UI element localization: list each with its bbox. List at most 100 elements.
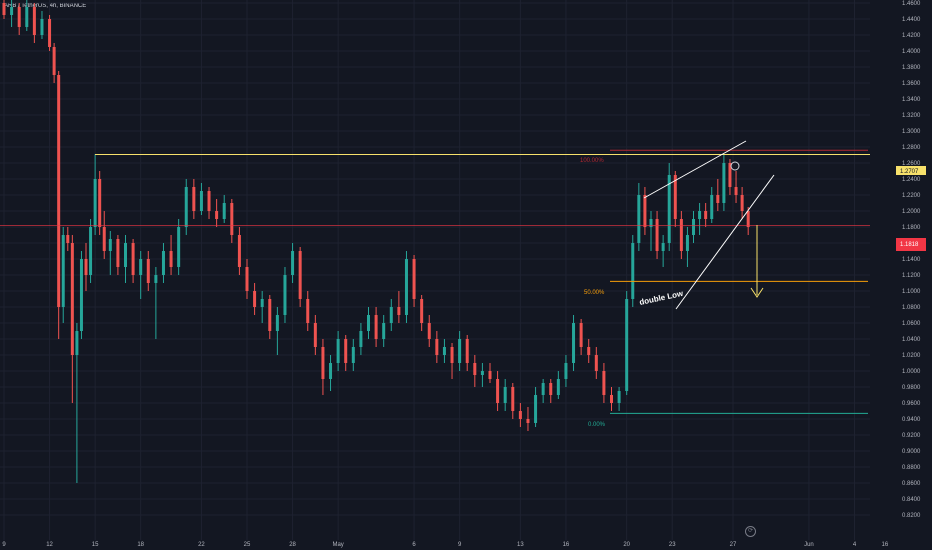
candle-body — [89, 227, 93, 275]
symbol-header: ARB / TetherUS, 4h, BINANCE — [4, 3, 87, 9]
candle-body — [496, 379, 500, 403]
time-tick-label: May — [332, 542, 343, 548]
candle-body — [655, 219, 659, 251]
time-tick-label: 9 — [2, 542, 6, 548]
candle-body — [93, 179, 97, 227]
candle-body — [260, 299, 264, 307]
lower-trend-line[interactable] — [675, 174, 775, 310]
candle-body — [108, 239, 112, 251]
candle-body — [146, 259, 150, 283]
price-tick-label: 0.9200 — [902, 433, 921, 439]
candle-body — [313, 323, 317, 347]
time-tick-label: 22 — [198, 542, 205, 548]
candle-body — [488, 371, 492, 379]
candle-body — [154, 275, 158, 283]
candle-body — [420, 299, 424, 323]
candle-body — [283, 275, 287, 315]
candle-body — [79, 259, 83, 331]
price-tick-label: 1.3600 — [902, 81, 921, 87]
price-tick-label: 1.1200 — [902, 273, 921, 279]
candle-body — [564, 363, 568, 379]
candle-body — [10, 7, 14, 15]
down-arrow-head[interactable] — [750, 287, 764, 298]
price-badge-bg — [896, 238, 926, 251]
candle-body — [275, 315, 279, 331]
candle-body — [549, 383, 553, 395]
price-tick-label: 1.3200 — [902, 113, 921, 119]
candle-body — [306, 299, 310, 323]
candle-body — [98, 179, 102, 227]
candle-body — [116, 239, 120, 267]
candle-body — [268, 299, 272, 331]
candle-body — [556, 379, 560, 395]
candle-body — [625, 299, 629, 391]
candle-body — [602, 371, 606, 395]
price-tick-label: 1.4400 — [902, 17, 921, 23]
upper-channel-line[interactable] — [643, 140, 747, 199]
candle-body — [692, 219, 696, 235]
candle-body — [404, 259, 408, 315]
candle-body — [518, 411, 522, 419]
candle-body — [480, 371, 484, 375]
time-tick-label: 16 — [563, 542, 570, 548]
candle-body — [397, 307, 401, 315]
price-tick-label: 0.9000 — [902, 449, 921, 455]
price-axis-bg — [870, 0, 932, 550]
candle-body — [52, 47, 56, 75]
price-tick-label: 1.4600 — [902, 1, 921, 7]
candle-body — [389, 307, 393, 323]
price-tick-label: 1.1400 — [902, 257, 921, 263]
candle-body — [336, 339, 340, 363]
top-marker-circle[interactable] — [730, 161, 740, 171]
price-tick-label: 1.0400 — [902, 337, 921, 343]
fib-50-label: 50.00% — [584, 290, 605, 296]
candle-body — [631, 243, 635, 299]
candle-body — [75, 331, 79, 355]
price-tick-label: 0.8600 — [902, 481, 921, 487]
price-tick-label: 1.3400 — [902, 97, 921, 103]
clock-icon[interactable]: ⟳ — [745, 526, 756, 537]
price-tick-label: 1.0800 — [902, 305, 921, 311]
candle-body — [740, 195, 744, 211]
candle-body — [70, 243, 74, 355]
candle-body — [245, 267, 249, 291]
time-axis: 9 12 15 18 22 25 28 May 6 9 13 16 20 23 27 Jun 4 16 — [2, 542, 889, 548]
candle-body — [321, 347, 325, 379]
candles — [2, 0, 750, 483]
resistance-badge: 1.2707 — [900, 169, 919, 175]
price-axis: 1.4600 1.4400 1.4200 1.4000 1.3800 1.3600 1.34… — [902, 1, 921, 519]
candle-body — [716, 195, 720, 203]
candle-body — [746, 211, 750, 227]
candle-body — [329, 363, 333, 379]
price-tick-label: 1.1000 — [902, 289, 921, 295]
price-tick-label: 0.8200 — [902, 513, 921, 519]
time-tick-label: 16 — [882, 542, 889, 548]
candle-body — [673, 175, 677, 219]
time-tick-label: 4 — [853, 542, 857, 548]
price-tick-label: 1.4000 — [902, 49, 921, 55]
candle-body — [298, 251, 302, 299]
time-tick-label: 27 — [730, 542, 737, 548]
candle-body — [503, 387, 507, 403]
candle-body — [351, 347, 355, 363]
time-tick-label: 12 — [46, 542, 53, 548]
price-tick-label: 1.2400 — [902, 177, 921, 183]
candle-body — [48, 19, 52, 47]
candle-body — [679, 219, 683, 251]
horizontal-lines — [0, 149, 870, 414]
candle-body — [291, 251, 295, 275]
price-tick-label: 1.0200 — [902, 353, 921, 359]
candle-body — [643, 195, 647, 227]
fib-0-label: 0.00% — [588, 422, 606, 428]
candle-body — [526, 419, 530, 423]
price-tick-label: 1.0600 — [902, 321, 921, 327]
candle-body — [237, 235, 241, 267]
time-tick-label: 13 — [517, 542, 524, 548]
candle-body — [728, 163, 732, 187]
candle-body — [199, 191, 203, 211]
candle-body — [102, 227, 106, 251]
price-tick-label: 0.9400 — [902, 417, 921, 423]
candle-body — [66, 235, 70, 243]
price-tick-label: 1.2800 — [902, 145, 921, 151]
